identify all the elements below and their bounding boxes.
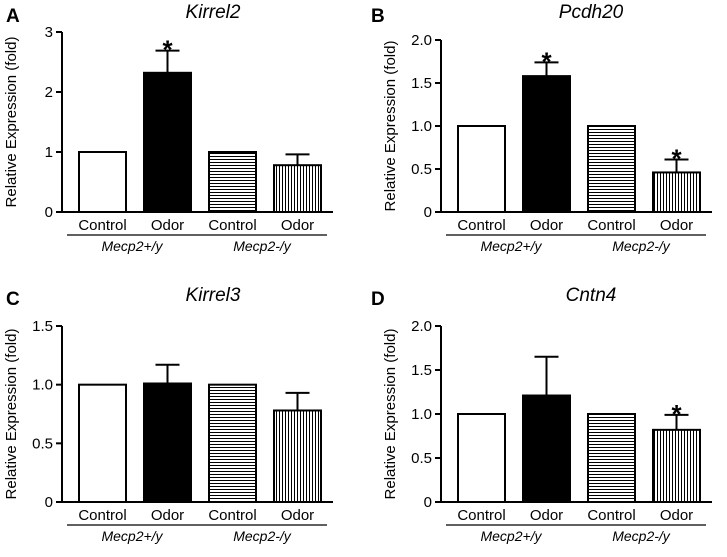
chart-title: Kirrel3 — [186, 285, 241, 306]
category-label: Odor — [151, 217, 184, 234]
y-tick-label: 1.5 — [411, 362, 432, 379]
significance-star: * — [162, 35, 173, 65]
group-label: Mecp2+/y — [480, 238, 542, 254]
panel-letter: A — [6, 6, 20, 27]
category-label: Control — [78, 507, 126, 524]
group-label: Mecp2+/y — [101, 528, 163, 544]
y-tick-label: 0 — [45, 204, 53, 221]
bar — [652, 171, 701, 214]
category-label: Control — [78, 217, 126, 234]
y-tick-label: 0 — [424, 494, 432, 511]
category-label: Odor — [660, 217, 693, 234]
group-label: Mecp2-/y — [233, 238, 292, 254]
category-label: Odor — [530, 507, 563, 524]
panel-letter: D — [371, 289, 385, 310]
bar — [273, 409, 322, 504]
y-axis-label: Relative Expression (fold) — [3, 329, 20, 500]
significance-star: * — [671, 144, 682, 174]
category-label: Odor — [281, 217, 314, 234]
group-label: Mecp2-/y — [612, 528, 671, 544]
panel-letter: B — [371, 6, 385, 27]
y-axis-label: Relative Expression (fold) — [382, 41, 399, 212]
y-tick-label: 1.0 — [32, 377, 53, 394]
chart-title: Kirrel2 — [186, 2, 241, 23]
y-tick-label: 1 — [45, 144, 53, 161]
chart-title: Pcdh20 — [559, 2, 624, 23]
bar — [208, 383, 257, 503]
bar — [457, 413, 506, 503]
group-label: Mecp2-/y — [233, 528, 292, 544]
category-label: Control — [208, 507, 256, 524]
chart-title: Cntn4 — [566, 285, 617, 306]
category-label: Control — [587, 217, 635, 234]
y-tick-label: 1.5 — [411, 75, 432, 92]
category-label: Odor — [281, 507, 314, 524]
bar — [143, 382, 192, 504]
bar — [522, 75, 571, 214]
y-tick-label: 2.0 — [411, 32, 432, 49]
y-tick-label: 0.5 — [411, 161, 432, 178]
bar — [143, 71, 192, 213]
bar — [587, 413, 636, 503]
group-label: Mecp2+/y — [480, 528, 542, 544]
y-axis-label: Relative Expression (fold) — [3, 37, 20, 208]
bar — [273, 164, 322, 213]
category-label: Control — [208, 217, 256, 234]
bar — [587, 125, 636, 213]
panel-letter: C — [6, 289, 20, 310]
category-label: Odor — [530, 217, 563, 234]
bar — [208, 151, 257, 213]
y-tick-label: 2 — [45, 84, 53, 101]
significance-star: * — [541, 46, 552, 76]
y-tick-label: 0 — [424, 204, 432, 221]
group-label: Mecp2+/y — [101, 238, 163, 254]
bar — [457, 125, 506, 213]
y-axis-label: Relative Expression (fold) — [382, 329, 399, 500]
y-tick-label: 3 — [45, 24, 53, 41]
category-label: Odor — [660, 507, 693, 524]
group-label: Mecp2-/y — [612, 238, 671, 254]
significance-star: * — [671, 399, 682, 429]
bar — [78, 151, 127, 213]
y-tick-label: 0.5 — [411, 450, 432, 467]
y-tick-label: 1.0 — [411, 118, 432, 135]
category-label: Control — [587, 507, 635, 524]
y-tick-label: 2.0 — [411, 318, 432, 335]
category-label: Control — [457, 507, 505, 524]
bar — [78, 383, 127, 503]
category-label: Control — [457, 217, 505, 234]
bar — [652, 428, 701, 503]
bar — [522, 394, 571, 503]
y-tick-label: 1.5 — [32, 318, 53, 335]
y-tick-label: 1.0 — [411, 406, 432, 423]
category-label: Odor — [151, 507, 184, 524]
y-tick-label: 0.5 — [32, 435, 53, 452]
y-tick-label: 0 — [45, 494, 53, 511]
